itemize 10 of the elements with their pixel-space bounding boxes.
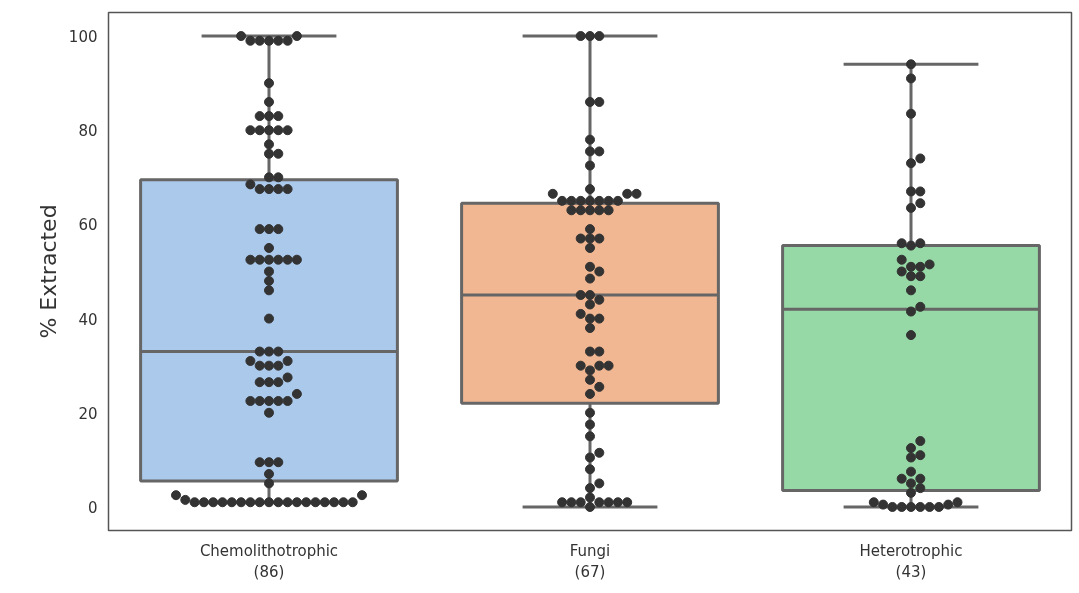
y-tick-label: 80 [78, 122, 98, 141]
x-tick-label: Fungi (67) [569, 541, 611, 582]
x-tick-label: Chemolithotrophic (86) [199, 541, 339, 582]
y-tick-label: 20 [78, 404, 98, 423]
x-tick-label: Heterotrophic (43) [859, 541, 963, 582]
y-tick-label: 100 [68, 28, 98, 47]
y-tick-label: 40 [78, 310, 98, 329]
y-tick-label: 60 [78, 216, 98, 235]
y-axis-title: % Extracted [35, 204, 61, 339]
y-tick-label: 0 [87, 498, 98, 517]
